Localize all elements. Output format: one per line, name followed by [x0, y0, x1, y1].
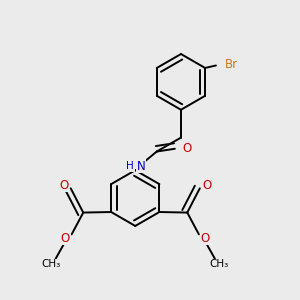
- Text: O: O: [200, 232, 210, 245]
- Text: O: O: [59, 179, 68, 192]
- Text: CH₃: CH₃: [210, 259, 229, 269]
- Text: N: N: [136, 160, 146, 172]
- Text: O: O: [202, 179, 211, 192]
- Text: Br: Br: [225, 58, 238, 71]
- Text: O: O: [61, 232, 70, 245]
- Text: CH₃: CH₃: [41, 259, 61, 269]
- Text: O: O: [183, 142, 192, 155]
- Text: H: H: [126, 161, 134, 171]
